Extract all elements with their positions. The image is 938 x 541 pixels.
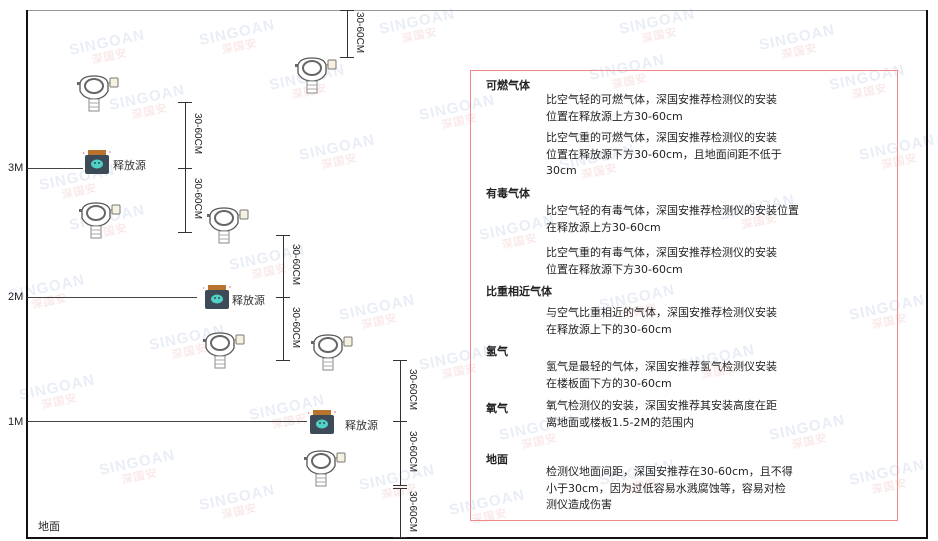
dimension-tick: [178, 102, 192, 103]
gas-detector-icon: [310, 332, 354, 372]
dimension-tick: [393, 421, 407, 422]
dimension-tick: [178, 168, 192, 169]
dimension-tick: [276, 360, 290, 361]
dimension-tick: [393, 488, 407, 489]
level-1m-line: [27, 421, 307, 422]
level-3m-label: 3M: [8, 162, 24, 174]
dimension-label: 30-60CM: [354, 11, 365, 53]
level-3m-line: [27, 168, 83, 169]
note-heading: 比重相近气体: [486, 285, 552, 298]
dimension-line: [283, 297, 284, 360]
dimension-label: 30-60CM: [290, 244, 301, 286]
dimension-label: 30-60CM: [407, 368, 418, 410]
frame-right-wall: [926, 10, 928, 538]
level-2m-label: 2M: [8, 291, 24, 303]
gas-detector-icon: [202, 330, 246, 370]
dimension-label: 30-60CM: [192, 178, 203, 220]
dimension-line: [400, 421, 401, 485]
ground-label: 地面: [38, 521, 60, 533]
note-text: 比空气重的有毒气体，深国安推荐检测仪的安装 位置在释放源下方30-60cm: [546, 246, 777, 276]
note-text: 氧气检测仪的安装，深国安推荐其安装高度在距 离地面或楼板1.5-2M的范围内: [546, 399, 777, 429]
note-text: 比空气轻的有毒气体，深国安推荐检测仪的安装位置 在释放源上方30-60cm: [546, 204, 799, 234]
note-text: 比空气重的可燃气体，深国安推荐检测仪的安装 位置在释放源下方30-60cm，且地…: [546, 131, 782, 177]
dimension-label: 30-60CM: [192, 113, 203, 155]
dimension-label: 30-60CM: [290, 306, 301, 348]
gas-detector-icon: [76, 73, 120, 113]
dimension-line: [347, 10, 348, 57]
dimension-line: [185, 168, 186, 232]
dimension-line: [283, 235, 284, 297]
dimension-line: [400, 488, 401, 537]
frame-left-wall: [26, 10, 28, 538]
installation-notes-panel: 可燃气体 比空气轻的可燃气体，深国安推荐检测仪的安装 位置在释放源上方30-60…: [470, 70, 898, 521]
note-heading: 可燃气体: [486, 79, 530, 92]
dimension-line: [400, 360, 401, 421]
level-1m-label: 1M: [8, 416, 24, 428]
note-text: 检测仪地面间距，深国安推荐在30-60cm，且不得 小于30cm，因为过低容易水…: [546, 465, 793, 511]
dimension-tick: [340, 10, 354, 11]
note-heading: 地面: [486, 453, 508, 466]
dimension-tick: [276, 297, 290, 298]
dimension-label: 30-60CM: [407, 490, 418, 532]
note-heading: 氧气: [486, 402, 508, 415]
gas-detector-icon: [303, 448, 347, 488]
ground-line: [26, 537, 928, 539]
level-2m-line: [27, 297, 197, 298]
dimension-tick: [178, 232, 192, 233]
release-source-label: 释放源: [345, 419, 378, 432]
release-source-icon: [82, 150, 111, 174]
note-text: 比空气轻的可燃气体，深国安推荐检测仪的安装 位置在释放源上方30-60cm: [546, 93, 777, 123]
dimension-tick: [393, 360, 407, 361]
gas-detector-icon: [206, 205, 250, 245]
note-text: 氢气是最轻的气体，深国安推荐氢气检测仪安装 在楼板面下方的30-60cm: [546, 360, 777, 390]
gas-detector-icon: [78, 200, 122, 240]
dimension-line: [185, 102, 186, 168]
release-source-icon: [202, 285, 231, 309]
frame-top: [27, 10, 927, 11]
note-heading: 氢气: [486, 345, 508, 358]
dimension-tick: [393, 485, 407, 486]
dimension-tick: [340, 57, 354, 58]
release-source-label: 释放源: [113, 159, 146, 172]
dimension-tick: [276, 235, 290, 236]
dimension-label: 30-60CM: [407, 431, 418, 473]
dimension-tick: [393, 537, 407, 538]
gas-detector-icon: [294, 55, 338, 95]
release-source-icon: [307, 410, 336, 434]
note-text: 与空气比重相近的气体，深国安推荐检测仪安装 在释放源上下的30-60cm: [546, 306, 777, 336]
release-source-label: 释放源: [232, 294, 265, 307]
note-heading: 有毒气体: [486, 187, 530, 200]
